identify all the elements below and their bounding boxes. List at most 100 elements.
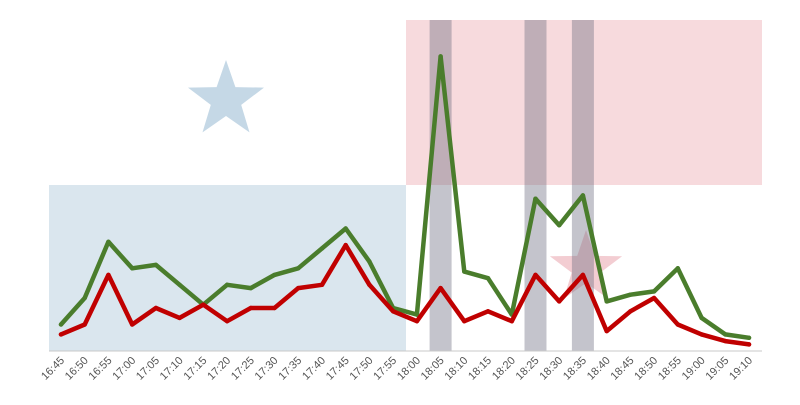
- data-point: [723, 338, 728, 344]
- x-tick-label: 18:15: [466, 355, 494, 383]
- data-point: [177, 315, 182, 321]
- data-point: [82, 322, 87, 327]
- x-tick-label: 16:55: [87, 355, 115, 383]
- data-point: [272, 305, 277, 311]
- x-tick-label: 17:45: [324, 355, 352, 383]
- x-tick-label: 19:00: [680, 355, 708, 383]
- x-tick-label: 17:05: [134, 355, 162, 383]
- data-point: [675, 266, 680, 271]
- data-point: [485, 276, 491, 281]
- data-point: [224, 319, 230, 324]
- data-point: [319, 246, 325, 251]
- data-point: [509, 319, 514, 324]
- x-tick-label: 18:10: [442, 355, 470, 383]
- data-point: [296, 285, 301, 291]
- data-point: [58, 332, 64, 337]
- x-tick-label: 18:20: [490, 355, 518, 383]
- x-tick-label: 17:35: [276, 355, 304, 383]
- series-line-2: [58, 242, 752, 347]
- data-point: [533, 196, 538, 201]
- data-point: [580, 193, 586, 198]
- data-point: [604, 299, 609, 304]
- star-icon: [549, 230, 623, 299]
- data-point: [628, 309, 633, 314]
- data-point: [414, 319, 420, 324]
- data-point: [106, 239, 111, 244]
- background-red-quadrant: [406, 20, 762, 185]
- x-tick-label: 17:00: [110, 355, 138, 383]
- data-point: [224, 282, 230, 287]
- data-point: [343, 242, 348, 248]
- x-tick-label: 19:05: [703, 355, 731, 383]
- data-point: [604, 328, 609, 334]
- data-point: [462, 269, 467, 274]
- data-point: [746, 342, 752, 347]
- data-point: [651, 289, 657, 294]
- x-tick-label: 17:55: [371, 355, 399, 383]
- x-tick-label: 18:35: [561, 355, 589, 383]
- x-tick-label: 17:10: [158, 355, 186, 383]
- x-tick-label: 17:30: [253, 355, 281, 383]
- x-tick-label: 18:40: [585, 355, 613, 383]
- x-tick-label: 18:30: [537, 355, 565, 383]
- data-point: [201, 302, 206, 307]
- x-tick-label: 18:00: [395, 355, 423, 383]
- background-blue-quadrant: [49, 185, 406, 351]
- data-point: [296, 266, 301, 271]
- data-point: [319, 282, 325, 287]
- data-point: [367, 282, 372, 287]
- x-axis: 16:4516:5016:5517:0017:0517:1017:1517:20…: [39, 350, 762, 383]
- x-tick-label: 18:25: [514, 355, 542, 383]
- data-point: [557, 223, 562, 228]
- data-point: [153, 305, 159, 311]
- data-point: [248, 285, 253, 291]
- data-point: [438, 285, 443, 291]
- highlight-band: [571, 20, 594, 351]
- x-tick-label: 17:25: [229, 355, 257, 383]
- data-point: [699, 315, 704, 321]
- flag-background: [49, 20, 762, 351]
- x-tick-label: 16:45: [39, 355, 67, 383]
- data-point: [82, 295, 87, 301]
- x-tick-label: 17:20: [205, 355, 233, 383]
- data-point: [248, 305, 253, 311]
- data-point: [177, 282, 182, 287]
- star-icon: [188, 60, 264, 133]
- highlight-band: [524, 20, 547, 351]
- data-point: [675, 322, 680, 327]
- data-point: [58, 322, 64, 327]
- data-point: [580, 272, 586, 278]
- series-line-1: [58, 54, 752, 341]
- data-point: [106, 272, 111, 278]
- x-tick-label: 16:50: [63, 355, 91, 383]
- data-point: [414, 312, 420, 317]
- data-point: [485, 309, 491, 314]
- x-tick-label: 18:05: [419, 355, 447, 383]
- data-point: [699, 332, 704, 337]
- x-tick-label: 19:10: [727, 355, 755, 383]
- x-tick-label: 17:50: [348, 355, 376, 383]
- x-tick-label: 18:55: [656, 355, 684, 383]
- x-tick-label: 18:50: [632, 355, 660, 383]
- data-point: [628, 292, 633, 297]
- x-tick-label: 17:15: [181, 355, 209, 383]
- data-point: [557, 299, 562, 304]
- data-point: [367, 259, 372, 264]
- series-lines: [58, 54, 752, 347]
- data-point: [462, 319, 467, 324]
- data-point: [130, 266, 135, 271]
- data-point: [343, 226, 348, 231]
- data-point: [272, 272, 277, 278]
- data-point: [746, 335, 752, 340]
- x-tick-label: 17:40: [300, 355, 328, 383]
- highlight-columns: [429, 20, 594, 351]
- data-point: [130, 322, 135, 327]
- data-point: [651, 295, 657, 301]
- x-tick-label: 18:45: [609, 355, 637, 383]
- data-point: [390, 309, 396, 314]
- data-point: [153, 262, 159, 268]
- data-point: [438, 54, 443, 59]
- data-point: [533, 272, 538, 278]
